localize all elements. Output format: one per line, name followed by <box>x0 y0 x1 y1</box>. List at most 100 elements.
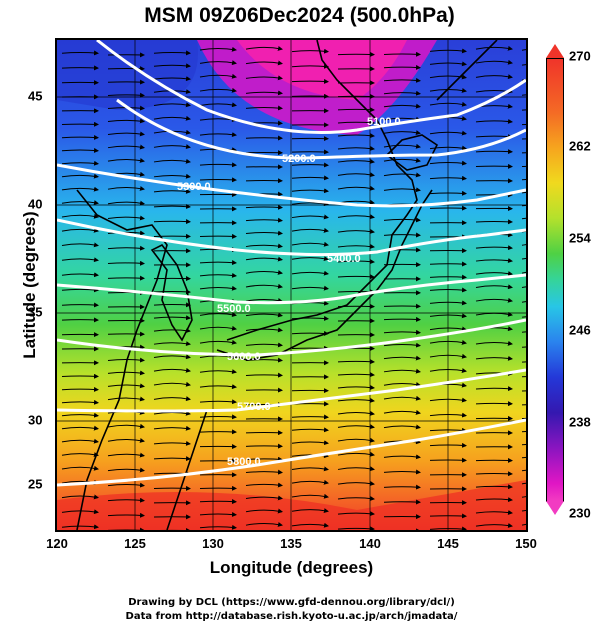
wind-streamline <box>61 173 99 179</box>
wind-streamline <box>475 271 513 276</box>
wind-streamline <box>521 179 526 181</box>
wind-streamline <box>107 131 145 137</box>
wind-streamline <box>291 330 329 336</box>
wind-streamline <box>383 130 421 135</box>
wind-streamline <box>429 175 467 181</box>
colorbar-tick-238: 238 <box>569 414 591 430</box>
wind-streamline <box>291 285 329 291</box>
wind-streamline <box>291 256 329 261</box>
coastline-china <box>76 189 168 530</box>
wind-streamline <box>429 326 467 332</box>
colorbar-max-arrow <box>546 44 564 58</box>
wind-streamline <box>383 187 421 193</box>
contour-5200 <box>116 98 526 160</box>
wind-streamline <box>383 424 421 430</box>
wind-streamline <box>337 397 375 403</box>
wind-streamline <box>107 144 145 150</box>
wind-streamline <box>199 339 237 345</box>
wind-streamline <box>383 409 421 415</box>
x-tick-135: 135 <box>280 536 302 551</box>
wind-streamline <box>61 50 99 56</box>
wind-streamline <box>153 188 191 194</box>
wind-streamline <box>521 316 526 318</box>
wind-streamline <box>153 302 191 308</box>
y-tick-25: 25 <box>28 476 43 492</box>
x-tick-120: 120 <box>46 536 68 551</box>
wind-streamline <box>61 494 99 500</box>
wind-streamline <box>153 381 191 387</box>
contour-5100 <box>96 40 526 134</box>
contour-5500 <box>57 273 526 305</box>
wind-streamline <box>153 367 191 373</box>
wind-streamline <box>245 60 283 66</box>
wind-streamline <box>153 456 191 462</box>
wind-streamline <box>199 325 237 331</box>
wind-streamline <box>291 466 329 472</box>
wind-streamline <box>337 481 375 486</box>
wind-streamline <box>521 271 526 274</box>
wind-streamline <box>291 522 329 528</box>
wind-streamline <box>337 214 375 220</box>
wind-streamline <box>61 272 99 278</box>
wind-streamline <box>521 482 526 485</box>
wind-streamline <box>245 217 283 223</box>
wind-streamline <box>153 158 191 164</box>
wind-streamline <box>199 272 237 278</box>
wind-streamline <box>337 145 375 151</box>
wind-streamline <box>61 287 99 293</box>
colorbar-min-arrow <box>546 501 564 515</box>
credit-drawing: Drawing by DCL (https://www.gfd-dennou.o… <box>128 597 455 608</box>
wind-streamline <box>199 60 237 66</box>
wind-streamline <box>61 227 99 233</box>
wind-streamline <box>383 469 421 475</box>
wind-streamline <box>383 90 421 96</box>
y-axis-label: Latitude (degrees) <box>20 211 39 359</box>
wind-streamline <box>245 75 283 81</box>
map-grid <box>57 40 526 530</box>
wind-streamline <box>475 45 513 51</box>
wind-streamline <box>245 45 283 51</box>
wind-streamline <box>475 118 513 124</box>
wind-streamline <box>199 524 237 530</box>
wind-streamline <box>153 144 191 150</box>
wind-streamline <box>291 479 329 485</box>
wind-streamline <box>383 157 421 163</box>
wind-streamline <box>291 227 329 233</box>
wind-streamline <box>429 61 467 67</box>
x-tick-140: 140 <box>359 536 381 551</box>
wind-streamline <box>521 469 526 472</box>
x-tick-145: 145 <box>437 536 459 551</box>
wind-streamline <box>245 482 283 488</box>
wind-streamline <box>383 143 421 149</box>
y-tick-30: 30 <box>28 412 43 428</box>
wind-streamline <box>521 443 526 446</box>
wind-streamline <box>199 102 237 108</box>
wind-streamline <box>245 256 283 262</box>
wind-streamline <box>291 78 329 84</box>
wind-streamline <box>291 453 329 459</box>
wind-streamline <box>521 431 526 433</box>
wind-streamline <box>107 245 145 251</box>
wind-streamline <box>245 204 283 210</box>
wind-streamline <box>521 217 526 220</box>
wind-streamline <box>153 410 191 416</box>
wind-streamline <box>521 301 526 303</box>
wind-streamline <box>337 274 375 280</box>
wind-streamline <box>521 509 526 512</box>
wind-streamline <box>383 329 421 335</box>
wind-streamline <box>521 496 526 498</box>
wind-streamline <box>337 372 375 378</box>
wind-streamline <box>107 467 145 473</box>
wind-streamline <box>337 107 375 113</box>
wind-streamline <box>291 414 329 420</box>
wind-streamline <box>475 245 513 251</box>
wind-streamline <box>291 201 329 207</box>
contour-label-5300: 5300.0 <box>177 181 211 193</box>
coastline-hokkaido <box>385 134 439 171</box>
wind-streamline <box>337 185 375 191</box>
temperature-wind-map: 5100.0 5200.0 5300.0 5400.0 5500.0 5600.… <box>57 40 526 530</box>
wind-streamline <box>337 120 375 126</box>
wind-streamline <box>521 204 526 207</box>
wind-streamline <box>291 508 329 514</box>
wind-streamline <box>475 258 513 263</box>
